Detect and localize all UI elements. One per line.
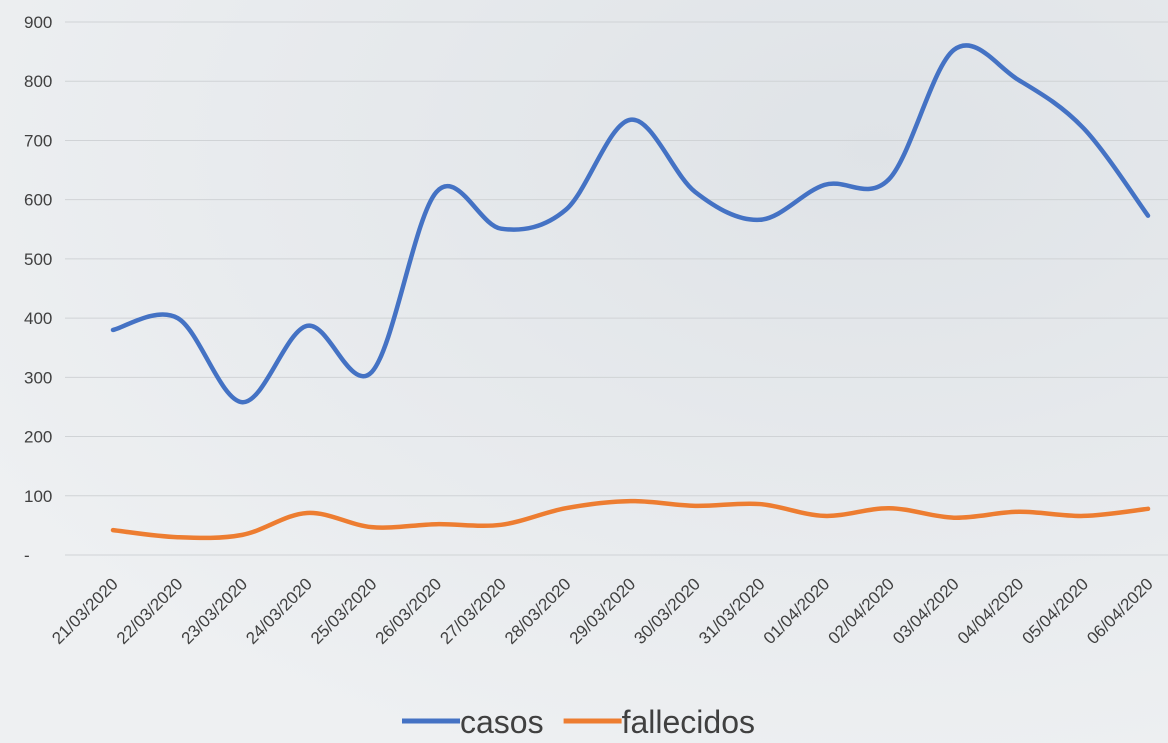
y-tick-label: 100 xyxy=(24,487,52,506)
legend-label: casos xyxy=(460,704,544,740)
y-tick-label: - xyxy=(24,546,30,565)
y-tick-label: 400 xyxy=(24,309,52,328)
y-tick-label: 600 xyxy=(24,191,52,210)
y-tick-label: 300 xyxy=(24,368,52,387)
y-tick-label: 500 xyxy=(24,250,52,269)
y-tick-label: 800 xyxy=(24,72,52,91)
y-tick-label: 200 xyxy=(24,428,52,447)
y-tick-label: 700 xyxy=(24,131,52,150)
series-line xyxy=(110,43,1151,405)
y-tick-label: 900 xyxy=(24,13,52,32)
legend-label: fallecidos xyxy=(622,704,755,740)
series-line xyxy=(110,498,1151,541)
